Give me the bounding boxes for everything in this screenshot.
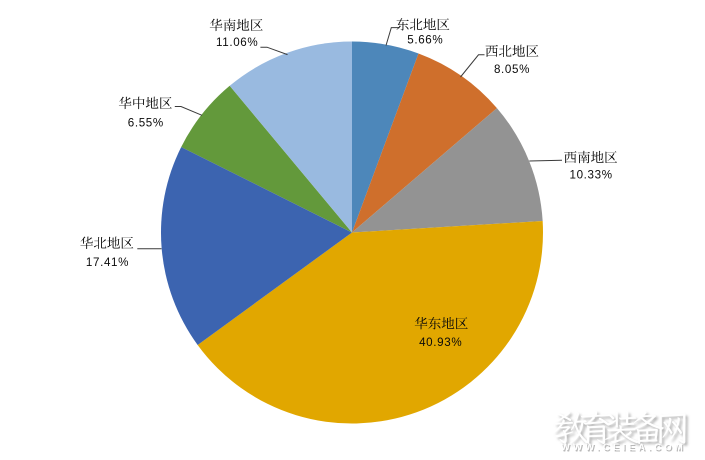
svg-text:8.05%: 8.05%: [494, 63, 530, 76]
svg-text:10.33%: 10.33%: [569, 168, 612, 181]
svg-text:17.41%: 17.41%: [86, 256, 129, 269]
svg-text:WWW.CEIEA.COM: WWW.CEIEA.COM: [561, 442, 686, 452]
svg-text:6.55%: 6.55%: [128, 117, 164, 130]
svg-text:40.93%: 40.93%: [419, 336, 462, 349]
svg-text:11.06%: 11.06%: [216, 36, 258, 49]
svg-text:WWW.CEIEA.COM: WWW.CEIEA.COM: [562, 443, 687, 453]
svg-text:5.66%: 5.66%: [407, 33, 443, 46]
